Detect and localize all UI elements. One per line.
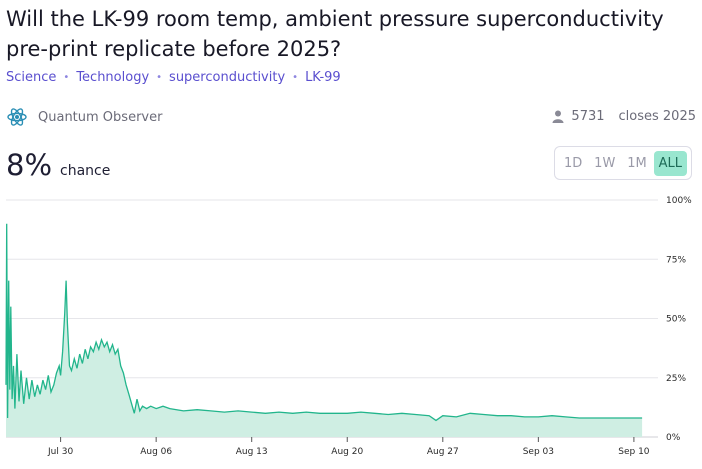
close-date: closes 2025	[618, 109, 696, 124]
market-stats: 5731 closes 2025	[552, 109, 696, 124]
tag-lk99[interactable]: LK-99	[305, 70, 341, 85]
range-all-button[interactable]: ALL	[653, 150, 687, 176]
x-tick-label: Sep 10	[618, 447, 650, 457]
y-tick-label: 100%	[666, 196, 692, 206]
tag-separator: •	[292, 72, 299, 83]
tag-separator: •	[63, 72, 70, 83]
y-tick-label: 50%	[666, 315, 686, 325]
range-1w-button[interactable]: 1W	[594, 155, 616, 171]
probability-label: chance	[60, 163, 111, 179]
y-axis: 100% 75% 50% 25% 0%	[666, 196, 692, 443]
probability-display: 8% chance	[6, 148, 110, 182]
x-tick-label: Aug 13	[236, 447, 268, 457]
y-tick-label: 75%	[666, 255, 686, 265]
creator-link[interactable]: Quantum Observer	[6, 106, 162, 128]
x-axis: Jul 30 Aug 06 Aug 13 Aug 20 Aug 27 Sep 03 Sep …	[47, 437, 650, 457]
x-tick-label: Aug 06	[140, 447, 172, 457]
atom-icon	[7, 108, 27, 126]
time-range-selector: 1D 1W 1M ALL	[554, 146, 692, 180]
tag-separator: •	[156, 72, 163, 83]
probability-value: 8%	[6, 148, 53, 182]
chart-line	[5, 223, 643, 422]
x-tick-label: Aug 27	[427, 447, 459, 457]
y-tick-label: 0%	[666, 433, 681, 443]
chart-area	[6, 223, 643, 437]
range-1m-button[interactable]: 1M	[627, 155, 647, 171]
x-tick-label: Sep 03	[523, 447, 554, 457]
x-tick-label: Jul 30	[47, 447, 73, 457]
probability-chart[interactable]: 100% 75% 50% 25% 0% Jul 30 Aug 06 Aug 13 Aug 20…	[0, 190, 702, 462]
tag-list: Science • Technology • superconductivity…	[6, 70, 341, 85]
tag-science[interactable]: Science	[6, 70, 57, 85]
creator-name: Quantum Observer	[38, 109, 163, 125]
market-title: Will the LK-99 room temp, ambient pressu…	[6, 7, 664, 61]
tag-technology[interactable]: Technology	[76, 70, 150, 85]
trader-count: 5731	[571, 109, 605, 124]
range-1d-button[interactable]: 1D	[564, 155, 583, 171]
user-icon	[552, 110, 564, 123]
x-tick-label: Aug 20	[331, 447, 363, 457]
y-tick-label: 25%	[666, 374, 686, 384]
tag-superconductivity[interactable]: superconductivity	[169, 70, 286, 85]
